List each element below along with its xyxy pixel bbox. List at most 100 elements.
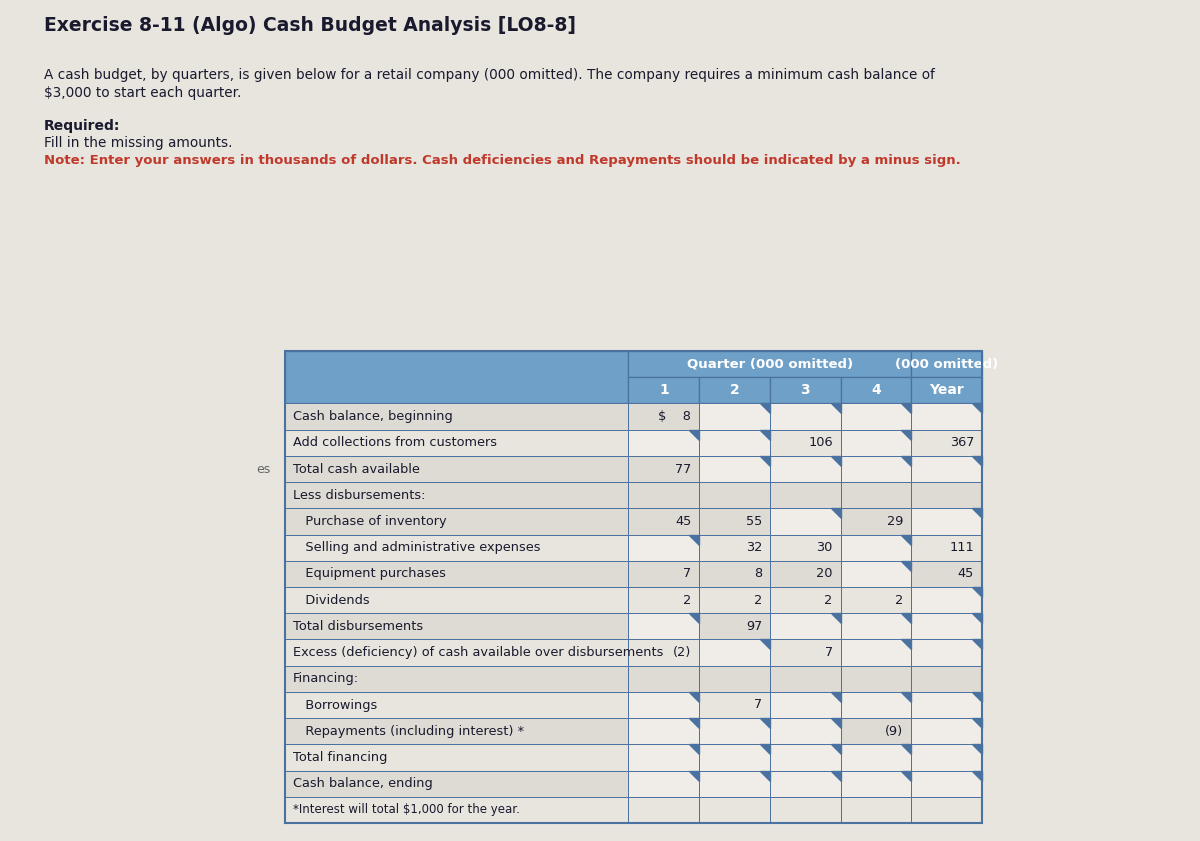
Bar (700, 796, 770, 823)
Bar (840, 456, 911, 482)
Polygon shape (901, 613, 911, 623)
Text: 111: 111 (949, 541, 974, 554)
Text: Year: Year (929, 383, 964, 397)
Bar (700, 770, 770, 796)
Bar (284, 351, 629, 404)
Bar (911, 456, 982, 482)
Bar (284, 666, 629, 692)
Bar (840, 666, 911, 692)
Bar (911, 692, 982, 718)
Text: Total financing: Total financing (293, 751, 388, 764)
Bar (911, 378, 982, 404)
Polygon shape (901, 456, 911, 466)
Bar (629, 639, 700, 666)
Bar (840, 430, 911, 456)
Polygon shape (972, 456, 982, 466)
Bar (284, 535, 629, 561)
Bar (840, 744, 911, 770)
Bar (700, 613, 770, 639)
Polygon shape (972, 508, 982, 518)
Bar (770, 430, 840, 456)
Text: 2: 2 (824, 594, 833, 606)
Bar (700, 456, 770, 482)
Bar (284, 430, 629, 456)
Bar (770, 770, 840, 796)
Polygon shape (760, 456, 770, 466)
Text: Cash balance, beginning: Cash balance, beginning (293, 410, 452, 423)
Text: Required:: Required: (44, 119, 120, 133)
Text: A cash budget, by quarters, is given below for a retail company (000 omitted). T: A cash budget, by quarters, is given bel… (44, 68, 935, 82)
Text: Quarter (000 omitted): Quarter (000 omitted) (686, 357, 853, 371)
Polygon shape (689, 692, 700, 702)
Polygon shape (830, 508, 840, 518)
Bar (911, 404, 982, 430)
Bar (911, 508, 982, 535)
Bar (284, 744, 629, 770)
Bar (284, 456, 629, 482)
Bar (840, 639, 911, 666)
Text: 7: 7 (683, 568, 691, 580)
Bar (770, 639, 840, 666)
Text: 77: 77 (676, 463, 691, 475)
Text: Selling and administrative expenses: Selling and administrative expenses (293, 541, 540, 554)
Bar (284, 508, 629, 535)
Bar (629, 508, 700, 535)
Polygon shape (760, 718, 770, 728)
Bar (840, 587, 911, 613)
Bar (770, 535, 840, 561)
Bar (629, 692, 700, 718)
Text: 2: 2 (754, 594, 762, 606)
Bar (700, 508, 770, 535)
Polygon shape (972, 404, 982, 414)
Polygon shape (830, 692, 840, 702)
Polygon shape (760, 744, 770, 754)
Text: 8: 8 (754, 568, 762, 580)
Text: $    8: $ 8 (659, 410, 691, 423)
Bar (840, 508, 911, 535)
Bar (629, 561, 700, 587)
Bar (700, 744, 770, 770)
Bar (840, 796, 911, 823)
Text: 2: 2 (683, 594, 691, 606)
Bar (770, 587, 840, 613)
Bar (284, 404, 629, 430)
Bar (629, 796, 700, 823)
Bar (284, 639, 629, 666)
Text: Borrowings: Borrowings (293, 699, 377, 711)
Text: 106: 106 (808, 436, 833, 449)
Bar (629, 666, 700, 692)
Polygon shape (901, 535, 911, 544)
Bar (770, 508, 840, 535)
Bar (284, 587, 629, 613)
Text: 29: 29 (887, 515, 904, 528)
Bar (770, 718, 840, 744)
Polygon shape (972, 770, 982, 780)
Polygon shape (972, 639, 982, 649)
Text: Less disbursements:: Less disbursements: (293, 489, 425, 502)
Text: Fill in the missing amounts.: Fill in the missing amounts. (44, 136, 233, 150)
Polygon shape (972, 718, 982, 728)
Bar (629, 351, 911, 378)
Bar (700, 718, 770, 744)
Bar (770, 666, 840, 692)
Text: Financing:: Financing: (293, 672, 359, 685)
Polygon shape (830, 613, 840, 623)
Bar (700, 430, 770, 456)
Bar (840, 378, 911, 404)
Text: 3: 3 (800, 383, 810, 397)
Text: (000 omitted): (000 omitted) (895, 357, 998, 371)
Bar (700, 404, 770, 430)
Polygon shape (972, 613, 982, 623)
Polygon shape (689, 430, 700, 440)
Bar (629, 613, 700, 639)
Text: Purchase of inventory: Purchase of inventory (293, 515, 446, 528)
Bar (911, 351, 982, 378)
Bar (770, 404, 840, 430)
Text: Excess (deficiency) of cash available over disbursements: Excess (deficiency) of cash available ov… (293, 646, 664, 659)
Bar (629, 744, 700, 770)
Bar (840, 561, 911, 587)
Bar (284, 770, 629, 796)
Text: 97: 97 (745, 620, 762, 632)
Bar (911, 535, 982, 561)
Text: 20: 20 (816, 568, 833, 580)
